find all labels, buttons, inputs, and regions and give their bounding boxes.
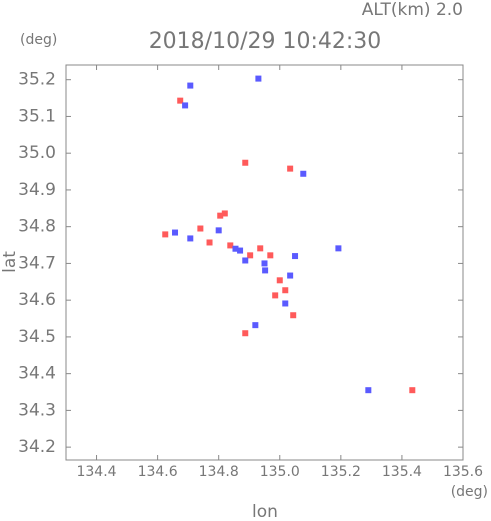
point <box>255 75 262 82</box>
point <box>217 212 224 219</box>
y-tick-label: 35.2 <box>18 70 56 90</box>
x-tick-label: 134.4 <box>76 464 116 480</box>
y-tick-label: 34.4 <box>18 364 56 384</box>
y-tick-label: 34.8 <box>18 217 56 237</box>
y-unit: (deg) <box>20 32 57 48</box>
point <box>282 300 289 307</box>
point <box>187 235 194 242</box>
point <box>261 260 268 267</box>
altitude: ALT(km) 2.0 <box>362 0 463 20</box>
point <box>287 165 294 172</box>
y-tick-label: 34.7 <box>18 253 56 273</box>
point <box>242 330 249 337</box>
y-tick-label: 34.6 <box>18 290 56 310</box>
point <box>206 239 213 246</box>
x-tick-label: 135.2 <box>321 464 361 480</box>
y-tick-label: 34.2 <box>18 437 56 457</box>
point <box>197 225 204 232</box>
point <box>365 387 372 394</box>
point <box>272 292 279 299</box>
y-tick-label: 34.5 <box>18 327 56 347</box>
point <box>215 227 222 234</box>
point <box>232 245 239 252</box>
point <box>292 253 299 260</box>
point <box>242 257 249 264</box>
x-tick-label: 134.6 <box>138 464 178 480</box>
y-tick-label: 34.9 <box>18 180 56 200</box>
point <box>335 245 342 252</box>
x-tick-label: 135.0 <box>260 464 300 480</box>
point <box>242 159 249 166</box>
point <box>227 242 234 249</box>
x-axis-label: lon <box>252 502 278 521</box>
point <box>282 287 289 294</box>
point <box>276 277 283 284</box>
y-tick-label: 35.0 <box>18 143 56 163</box>
point <box>237 247 244 254</box>
x-tick-label: 135.4 <box>382 464 422 480</box>
y-tick-label: 34.3 <box>18 400 56 420</box>
x-tick-label: 135.6 <box>443 464 483 480</box>
y-tick-label: 35.1 <box>18 106 56 126</box>
point <box>247 252 254 259</box>
x-tick-label: 134.8 <box>199 464 239 480</box>
chart-title: 2018/10/29 10:42:30 <box>149 29 382 54</box>
point <box>182 102 189 109</box>
point <box>162 231 169 238</box>
y-axis-label: lat <box>0 251 20 273</box>
point <box>177 97 184 104</box>
point <box>262 267 269 274</box>
point <box>187 82 194 89</box>
x-unit: (deg) <box>451 484 488 500</box>
point <box>172 229 179 236</box>
point <box>252 322 259 329</box>
point <box>267 252 274 259</box>
point <box>221 210 228 217</box>
point <box>290 312 297 319</box>
point <box>300 170 307 177</box>
point <box>287 272 294 279</box>
point <box>409 387 416 394</box>
point <box>257 245 264 252</box>
plot-frame <box>65 64 464 461</box>
